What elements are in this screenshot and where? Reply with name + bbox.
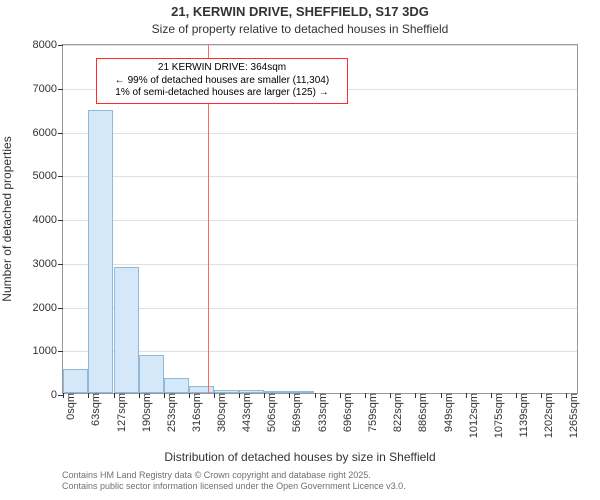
x-tick-label: 1265sqm xyxy=(566,393,580,438)
x-tick-label: 190sqm xyxy=(139,393,153,432)
gridline xyxy=(63,308,577,309)
y-tick-label: 7000 xyxy=(33,83,63,95)
gridline xyxy=(63,264,577,265)
gridline xyxy=(63,133,577,134)
x-tick-label: 886sqm xyxy=(415,393,429,432)
x-tick-label: 1075sqm xyxy=(491,393,505,438)
histogram-bar xyxy=(289,391,314,393)
x-tick-label: 0sqm xyxy=(63,393,77,420)
x-tick-label: 569sqm xyxy=(289,393,303,432)
y-tick-label: 2000 xyxy=(33,302,63,314)
histogram-bar xyxy=(214,390,239,393)
gridline xyxy=(63,45,577,46)
x-tick-label: 63sqm xyxy=(88,393,102,426)
y-tick-label: 8000 xyxy=(33,39,63,51)
x-tick-label: 380sqm xyxy=(214,393,228,432)
x-tick-label: 1139sqm xyxy=(516,393,530,437)
x-tick-label: 316sqm xyxy=(189,393,203,432)
y-tick-label: 0 xyxy=(51,389,63,401)
attribution: Contains HM Land Registry data © Crown c… xyxy=(62,470,406,492)
histogram-bar xyxy=(164,378,189,393)
gridline xyxy=(63,176,577,177)
gridline xyxy=(63,220,577,221)
histogram-chart: 21, KERWIN DRIVE, SHEFFIELD, S17 3DG Siz… xyxy=(0,0,600,500)
x-tick-label: 633sqm xyxy=(315,393,329,432)
y-tick-label: 5000 xyxy=(33,170,63,182)
histogram-bar xyxy=(139,355,164,393)
annotation-line-3: 1% of semi-detached houses are larger (1… xyxy=(103,87,341,100)
x-tick-label: 127sqm xyxy=(114,393,128,432)
y-tick-label: 6000 xyxy=(33,127,63,139)
chart-title: 21, KERWIN DRIVE, SHEFFIELD, S17 3DG xyxy=(0,4,600,19)
x-axis-label: Distribution of detached houses by size … xyxy=(0,450,600,464)
x-tick-label: 949sqm xyxy=(441,393,455,432)
y-tick-label: 3000 xyxy=(33,258,63,270)
x-tick-label: 759sqm xyxy=(365,393,379,432)
y-tick-label: 4000 xyxy=(33,214,63,226)
y-axis-label: Number of detached properties xyxy=(0,136,14,301)
gridline xyxy=(63,351,577,352)
x-tick-label: 443sqm xyxy=(239,393,253,432)
annotation-line-1: 21 KERWIN DRIVE: 364sqm xyxy=(103,62,341,75)
y-tick-label: 1000 xyxy=(33,345,63,357)
x-tick-label: 506sqm xyxy=(264,393,278,432)
x-tick-label: 822sqm xyxy=(390,393,404,432)
x-tick-label: 253sqm xyxy=(164,393,178,432)
annotation-line-2: ← 99% of detached houses are smaller (11… xyxy=(103,75,341,88)
annotation-box: 21 KERWIN DRIVE: 364sqm ← 99% of detache… xyxy=(96,58,348,104)
histogram-bar xyxy=(88,110,113,394)
x-tick-label: 1012sqm xyxy=(466,393,480,438)
chart-subtitle: Size of property relative to detached ho… xyxy=(0,22,600,36)
histogram-bar xyxy=(189,386,214,393)
histogram-bar xyxy=(239,390,264,393)
attribution-line-2: Contains public sector information licen… xyxy=(62,481,406,492)
attribution-line-1: Contains HM Land Registry data © Crown c… xyxy=(62,470,406,481)
x-tick-label: 696sqm xyxy=(340,393,354,432)
histogram-bar xyxy=(63,369,88,394)
x-tick-label: 1202sqm xyxy=(541,393,555,438)
histogram-bar xyxy=(114,267,139,393)
histogram-bar xyxy=(264,391,289,393)
